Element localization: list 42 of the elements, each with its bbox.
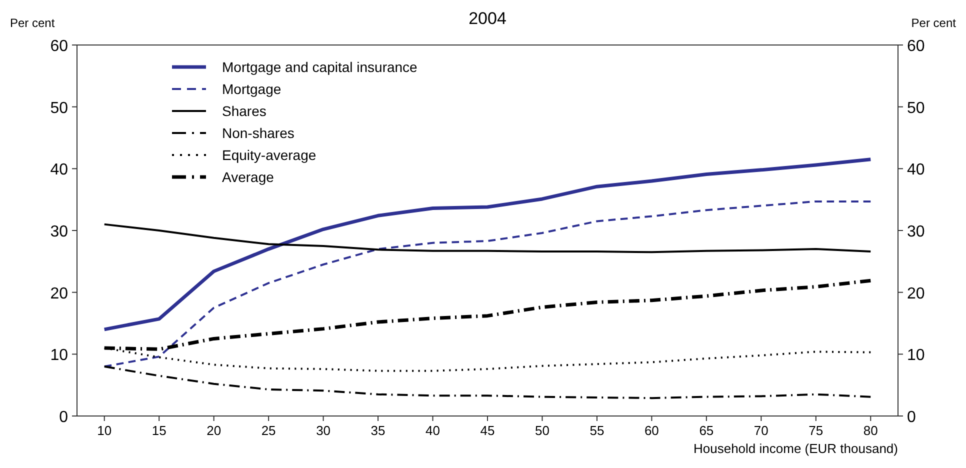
y2-tick-label: 50 — [907, 100, 925, 117]
y-tick-label: 50 — [50, 100, 68, 117]
y-axis-title: Per cent — [10, 16, 56, 30]
legend-label: Average — [222, 169, 274, 185]
y2-tick-label: 0 — [907, 409, 916, 426]
x-tick-label: 15 — [152, 423, 166, 438]
x-tick-label: 40 — [426, 423, 440, 438]
legend-label: Mortgage — [222, 81, 282, 97]
y-tick-label: 30 — [50, 224, 68, 240]
chart-title: 2004 — [468, 9, 506, 28]
legend-label: Shares — [222, 103, 266, 119]
y2-tick-label: 30 — [907, 224, 925, 240]
x-tick-label: 60 — [644, 423, 659, 438]
legend-label: Equity-average — [222, 147, 316, 163]
y-tick-label: 60 — [50, 38, 68, 55]
x-tick-label: 55 — [590, 423, 604, 438]
x-tick-label: 45 — [480, 423, 495, 438]
legend-label: Non-shares — [222, 125, 294, 141]
y-tick-label: 20 — [50, 285, 68, 302]
y2-tick-label: 20 — [907, 285, 925, 302]
x-axis-title: Household income (EUR thousand) — [694, 441, 898, 456]
x-tick-label: 75 — [808, 423, 824, 438]
y-tick-label: 0 — [59, 409, 68, 426]
line-series — [103, 200, 872, 368]
y-tick-label: 10 — [50, 347, 68, 364]
legend-label: Mortgage and capital insurance — [222, 59, 418, 75]
y2-tick-label: 10 — [907, 347, 925, 364]
x-tick-label: 25 — [261, 423, 276, 438]
x-tick-label: 80 — [863, 423, 878, 438]
line-series — [103, 366, 872, 400]
x-tick-label: 35 — [370, 423, 386, 438]
x-tick-label: 30 — [316, 423, 331, 438]
x-tick-label: 65 — [699, 423, 714, 438]
x-tick-label: 20 — [206, 423, 222, 438]
line-series — [103, 223, 872, 254]
y2-tick-label: 40 — [907, 162, 925, 179]
x-tick-label: 70 — [754, 423, 768, 438]
y2-axis-title: Per cent — [911, 16, 957, 30]
x-tick-label: 10 — [97, 423, 112, 438]
y2-tick-label: 60 — [907, 38, 925, 55]
y-tick-label: 40 — [50, 162, 68, 179]
x-tick-label: 50 — [535, 423, 550, 438]
